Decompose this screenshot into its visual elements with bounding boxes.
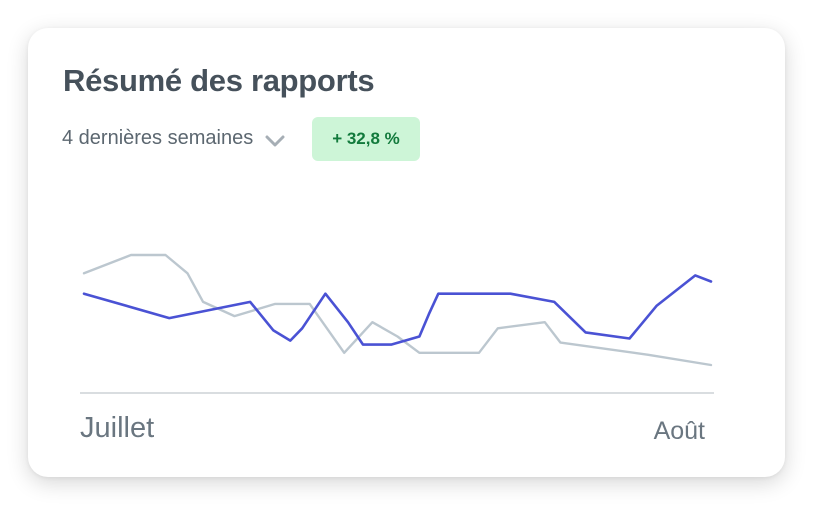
period-label: 4 dernières semaines: [62, 127, 254, 149]
series-line-current: [82, 274, 713, 346]
report-line-chart: [80, 253, 714, 394]
chevron-down-icon: [265, 131, 285, 147]
series-line-previous: [82, 253, 713, 367]
x-label-start: Juillet: [80, 412, 155, 444]
period-dropdown[interactable]: 4 dernières semaines: [62, 123, 285, 153]
card-title: Résumé des rapports: [63, 63, 375, 98]
report-summary-card: Résumé des rapports 4 dernières semaines…: [28, 28, 785, 477]
x-label-end: Août: [653, 417, 705, 445]
change-badge: + 32,8 %: [312, 117, 420, 161]
